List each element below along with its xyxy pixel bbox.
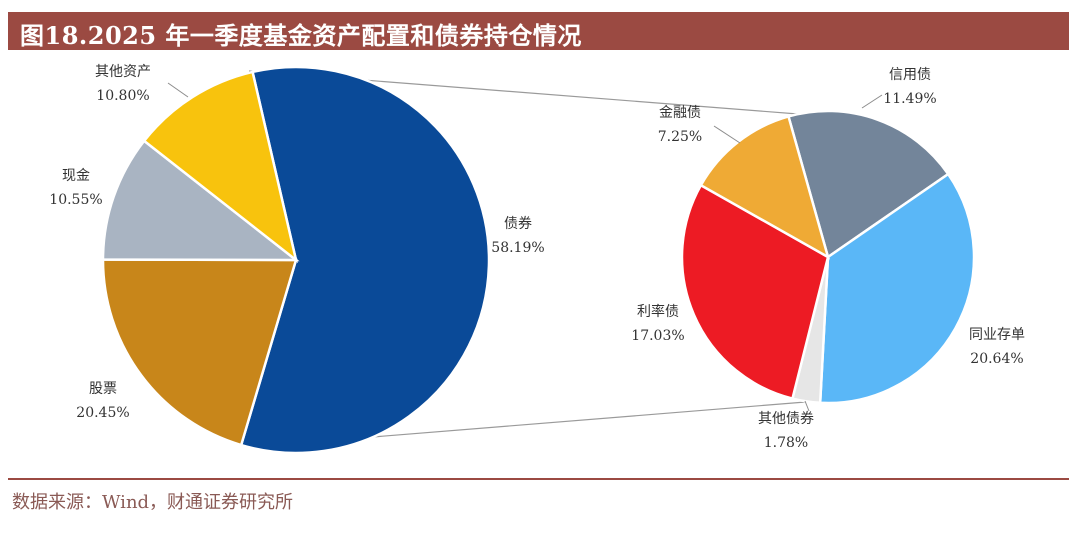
label-leader-line <box>804 400 810 412</box>
slice-label: 股票 <box>89 381 117 397</box>
title-bar: 图18.2025 年一季度基金资产配置和债券持仓情况 <box>8 12 1069 50</box>
slice-value-label: 17.03% <box>631 328 684 344</box>
asset-allocation-pie <box>101 65 491 455</box>
pie-slice <box>680 183 830 401</box>
slice-value-label: 10.80% <box>96 88 149 104</box>
label-leader-line <box>861 94 883 109</box>
pie-slice <box>101 258 298 447</box>
slice-value-label: 7.25% <box>658 129 702 145</box>
slice-value-label: 10.55% <box>49 192 102 208</box>
slice-label: 同业存单 <box>969 327 1025 343</box>
slice-value-label: 11.49% <box>883 91 936 107</box>
pie-slice <box>142 70 299 264</box>
slice-label: 现金 <box>62 168 90 184</box>
source-note: 数据来源：Wind，财通证券研究所 <box>12 492 294 513</box>
label-leader-line <box>713 125 741 144</box>
bond-holdings-pie <box>680 109 976 405</box>
footer-rule <box>8 478 1069 480</box>
slice-label: 其他资产 <box>95 64 151 80</box>
label-leader-line <box>167 82 189 98</box>
slice-label: 债券 <box>504 216 532 232</box>
pie-slice <box>101 139 300 262</box>
slice-value-label: 1.78% <box>764 435 808 451</box>
pie-slice <box>786 109 950 260</box>
chart-title: 图18.2025 年一季度基金资产配置和债券持仓情况 <box>20 21 582 50</box>
slice-label: 信用债 <box>889 67 931 83</box>
slice-value-label: 20.45% <box>76 405 129 421</box>
slice-label: 其他债券 <box>758 411 814 427</box>
slice-label: 金融债 <box>659 105 701 121</box>
pie-slice <box>818 172 976 405</box>
slice-labels: 债券 58.19% 股票 20.45% 现金 10.55% 其他资产 10.80% 信用债 11.… <box>49 64 1025 451</box>
pie-slice <box>239 65 491 455</box>
slice-label: 利率债 <box>637 303 679 320</box>
slice-value-label: 20.64% <box>970 351 1023 367</box>
slice-value-label: 58.19% <box>491 240 544 256</box>
